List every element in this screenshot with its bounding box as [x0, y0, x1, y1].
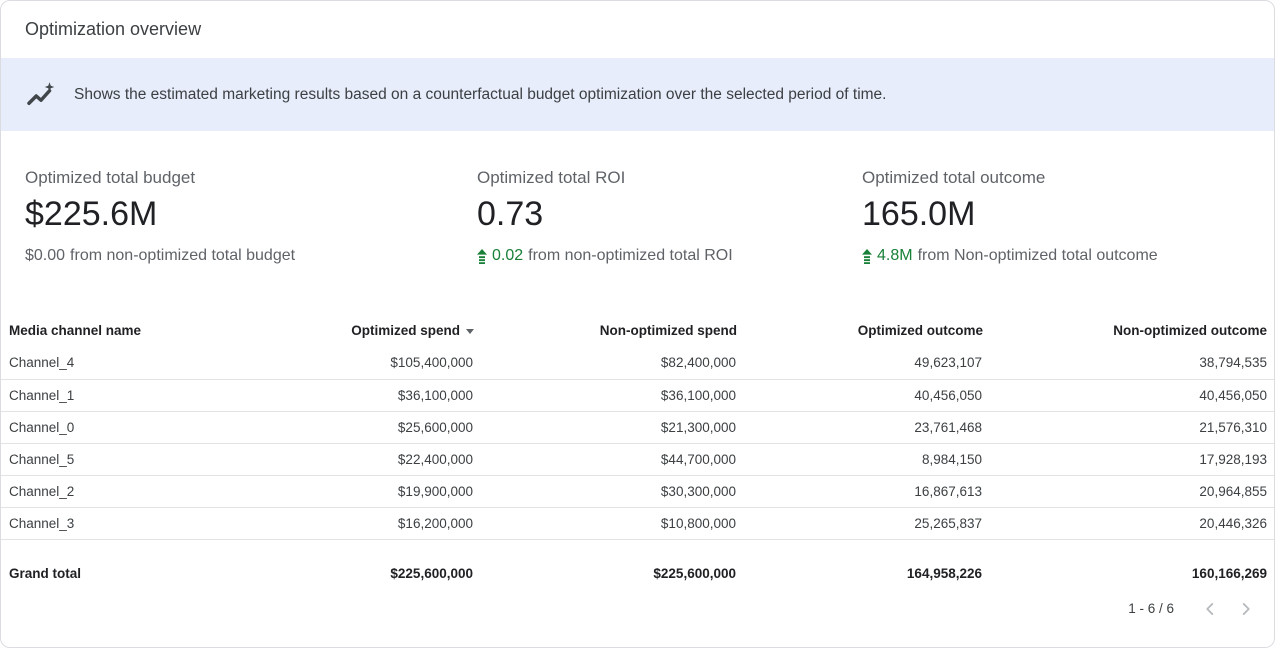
kpi-optimized-total-budget: Optimized total budget $225.6M $0.00 fro…: [25, 167, 477, 267]
cell-channel-name: Channel_2: [1, 475, 331, 508]
cell-non-optimized-spend: $44,700,000: [474, 443, 737, 476]
cell-optimized-outcome: 16,867,613: [737, 475, 983, 508]
grand-total-optimized-spend: $225,600,000: [390, 565, 473, 581]
kpi-row: Optimized total budget $225.6M $0.00 fro…: [1, 131, 1274, 267]
channels-table: Media channel name Optimized spend Non-o…: [1, 317, 1274, 587]
insights-icon: [25, 80, 55, 110]
cell-channel-name: Channel_4: [1, 347, 331, 380]
cell-optimized-spend: $16,200,000: [331, 507, 474, 540]
cell-non-optimized-outcome: 17,928,193: [983, 443, 1274, 476]
column-header-optimized-spend[interactable]: Optimized spend: [331, 317, 474, 347]
table-header-row: Media channel name Optimized spend Non-o…: [1, 317, 1274, 347]
cell-non-optimized-spend: $21,300,000: [474, 411, 737, 444]
grand-total-non-optimized-outcome: 160,166,269: [1191, 565, 1267, 581]
column-header-media-channel-name[interactable]: Media channel name: [9, 323, 142, 338]
cell-optimized-spend: $105,400,000: [331, 347, 474, 380]
cell-optimized-outcome: 49,623,107: [737, 347, 983, 380]
table-row: Channel_5 $22,400,000 $44,700,000 8,984,…: [1, 443, 1274, 476]
delta-suffix: from non-optimized total budget: [70, 247, 296, 264]
info-banner: Shows the estimated marketing results ba…: [1, 58, 1274, 131]
page-title: Optimization overview: [25, 19, 202, 39]
table-row: Channel_1 $36,100,000 $36,100,000 40,456…: [1, 379, 1274, 412]
table-row: Channel_2 $19,900,000 $30,300,000 16,867…: [1, 475, 1274, 508]
delta-suffix: from Non-optimized total outcome: [917, 247, 1158, 264]
cell-channel-name: Channel_0: [1, 411, 331, 444]
cell-non-optimized-outcome: 20,446,326: [983, 507, 1274, 540]
delta-value: $0.00: [25, 247, 66, 264]
cell-optimized-outcome: 8,984,150: [737, 443, 983, 476]
cell-non-optimized-outcome: 21,576,310: [983, 411, 1274, 444]
cell-non-optimized-outcome: 40,456,050: [983, 379, 1274, 412]
cell-non-optimized-spend: $30,300,000: [474, 475, 737, 508]
cell-channel-name: Channel_3: [1, 507, 331, 540]
table-row: Channel_3 $16,200,000 $10,800,000 25,265…: [1, 507, 1274, 540]
chevron-left-icon: [1206, 602, 1214, 615]
page-range-label: 1 - 6 / 6: [1128, 601, 1174, 616]
delta-suffix: from non-optimized total ROI: [528, 247, 733, 264]
cell-optimized-spend: $36,100,000: [331, 379, 474, 412]
cell-optimized-spend: $19,900,000: [331, 475, 474, 508]
table-row: Channel_4 $105,400,000 $82,400,000 49,62…: [1, 347, 1274, 380]
grand-total-non-optimized-spend: $225,600,000: [653, 565, 736, 581]
kpi-value: $225.6M: [25, 195, 158, 233]
kpi-delta: 4.8M from Non-optimized total outcome: [862, 245, 1250, 267]
cell-non-optimized-spend: $36,100,000: [474, 379, 737, 412]
column-header-non-optimized-outcome[interactable]: Non-optimized outcome: [1113, 323, 1267, 338]
chevron-right-icon: [1242, 602, 1250, 615]
cell-channel-name: Channel_1: [1, 379, 331, 412]
cell-optimized-spend: $25,600,000: [331, 411, 474, 444]
delta-value: 4.8M: [877, 247, 913, 264]
arrow-up-icon: [477, 248, 487, 264]
cell-optimized-spend: $22,400,000: [331, 443, 474, 476]
kpi-label: Optimized total ROI: [477, 168, 626, 187]
cell-channel-name: Channel_5: [1, 443, 331, 476]
cell-optimized-outcome: 23,761,468: [737, 411, 983, 444]
kpi-optimized-total-roi: Optimized total ROI 0.73 0.02 from non-o…: [477, 167, 862, 267]
column-header-non-optimized-spend[interactable]: Non-optimized spend: [599, 323, 737, 338]
kpi-optimized-total-outcome: Optimized total outcome 165.0M 4.8M from…: [862, 167, 1250, 267]
previous-page-button[interactable]: [1196, 595, 1224, 623]
cell-non-optimized-outcome: 20,964,855: [983, 475, 1274, 508]
cell-non-optimized-spend: $82,400,000: [474, 347, 737, 380]
kpi-delta: 0.02 from non-optimized total ROI: [477, 245, 862, 267]
sort-desc-icon: [466, 329, 474, 334]
cell-optimized-outcome: 25,265,837: [737, 507, 983, 540]
delta-value: 0.02: [492, 247, 524, 264]
grand-total-row: Grand total $225,600,000 $225,600,000 16…: [1, 539, 1274, 587]
cell-non-optimized-spend: $10,800,000: [474, 507, 737, 540]
next-page-button[interactable]: [1232, 595, 1260, 623]
cell-optimized-outcome: 40,456,050: [737, 379, 983, 412]
kpi-label: Optimized total outcome: [862, 168, 1046, 187]
grand-total-optimized-outcome: 164,958,226: [906, 565, 982, 581]
column-header-optimized-outcome[interactable]: Optimized outcome: [857, 323, 983, 338]
kpi-label: Optimized total budget: [25, 168, 196, 187]
kpi-value: 0.73: [477, 195, 544, 233]
pagination: 1 - 6 / 6: [1, 587, 1274, 623]
table-row: Channel_0 $25,600,000 $21,300,000 23,761…: [1, 411, 1274, 444]
titlebar: Optimization overview: [1, 1, 1274, 58]
kpi-value: 165.0M: [862, 195, 976, 233]
banner-description: Shows the estimated marketing results ba…: [74, 85, 887, 103]
cell-non-optimized-outcome: 38,794,535: [983, 347, 1274, 380]
kpi-delta: $0.00 from non-optimized total budget: [25, 245, 477, 267]
grand-total-label: Grand total: [9, 565, 82, 581]
arrow-up-icon: [862, 248, 872, 264]
